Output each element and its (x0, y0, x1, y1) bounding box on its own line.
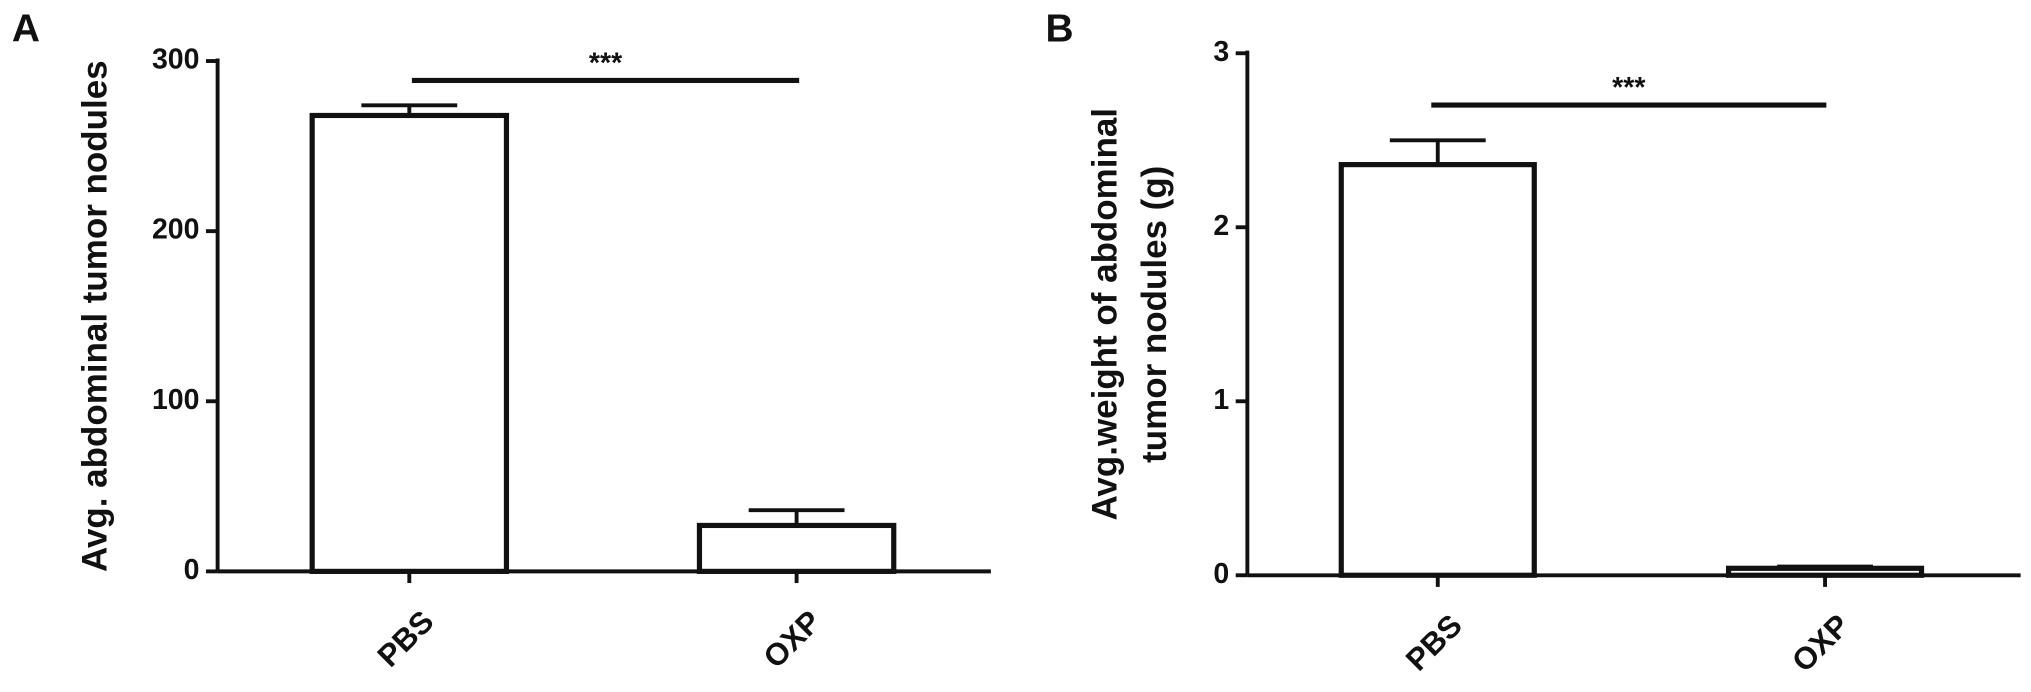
y-tick-label: 0 (184, 554, 200, 586)
bar (309, 112, 510, 574)
y-tick-label: 2 (1213, 210, 1229, 242)
y-tick-label: 0 (1213, 558, 1229, 590)
y-axis-label: tumor nodules (g) (1135, 166, 1174, 463)
y-axis-label: Avg.weight of abdominal (1086, 108, 1125, 521)
bar (696, 522, 897, 574)
panel-label: B (1046, 8, 1074, 51)
significance-label: *** (589, 47, 623, 79)
y-axis-label: Avg. abdominal tumor nodules (75, 60, 114, 572)
y-tick-label: 3 (1213, 36, 1229, 68)
y-tick-label: 1 (1213, 384, 1229, 416)
y-tick-label: 200 (152, 214, 200, 246)
bar (1725, 565, 1925, 578)
x-tick-label: OXP (1785, 608, 1856, 679)
panel-label: A (12, 8, 40, 51)
x-tick-label: PBS (371, 604, 441, 674)
y-tick-label: 300 (152, 44, 200, 76)
bar (1338, 162, 1537, 578)
x-tick-label: PBS (1399, 608, 1469, 678)
y-tick-label: 100 (152, 384, 200, 416)
significance-label: *** (1612, 72, 1646, 104)
x-tick-label: OXP (757, 604, 828, 675)
